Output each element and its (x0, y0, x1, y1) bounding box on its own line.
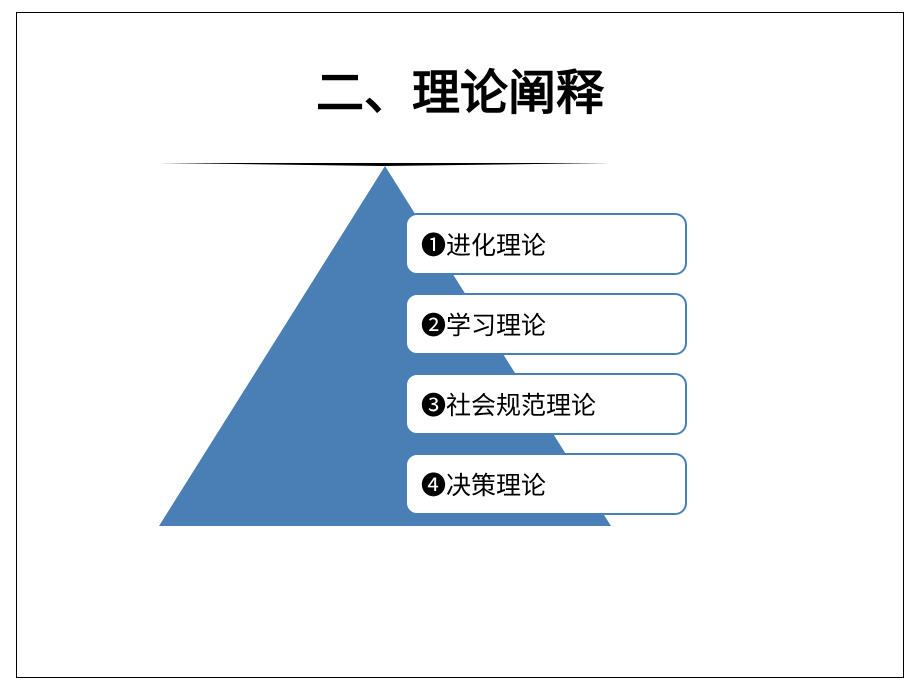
list-item-label: ❹决策理论 (421, 466, 546, 502)
list-item-label: ❷学习理论 (421, 306, 546, 342)
page-title: 二、理论阐释 (17, 53, 903, 123)
list-item-label: ❶进化理论 (421, 226, 546, 262)
list-item: ❷学习理论 (405, 293, 687, 355)
list-item: ❶进化理论 (405, 213, 687, 275)
list-item: ❹决策理论 (405, 453, 687, 515)
list-item: ❸社会规范理论 (405, 373, 687, 435)
title-text: 二、理论阐释 (316, 67, 604, 120)
slide-frame: 二、理论阐释 ❶进化理论 ❷学习理论 ❸社会规范理论 ❹决策理论 (16, 12, 904, 678)
list-item-label: ❸社会规范理论 (421, 386, 596, 422)
